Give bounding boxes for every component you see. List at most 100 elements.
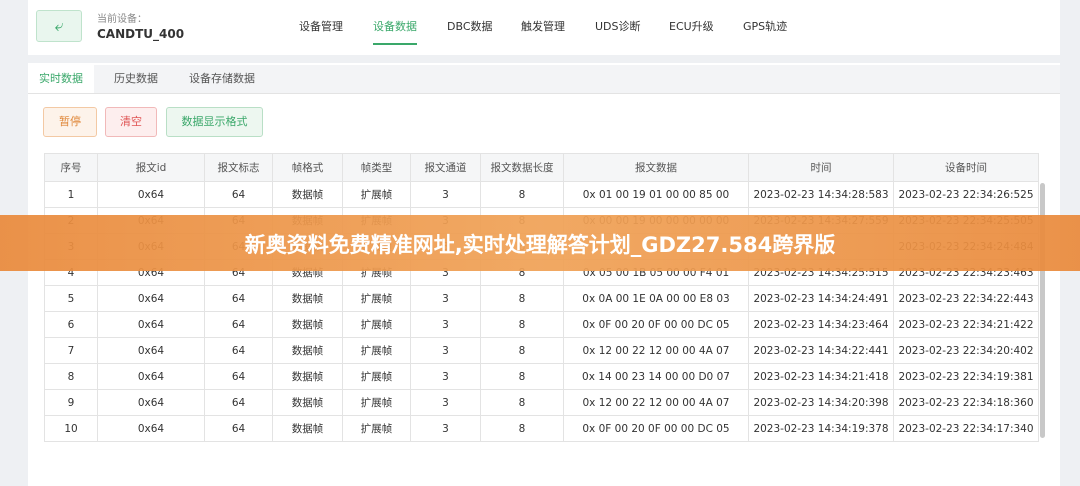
table-cell: 6: [45, 312, 98, 338]
table-cell: 数据帧: [273, 182, 343, 208]
table-cell: 7: [45, 338, 98, 364]
table-cell: 64: [205, 390, 273, 416]
table-cell: 数据帧: [273, 286, 343, 312]
table-cell: 0x64: [98, 338, 205, 364]
table-cell: 10: [45, 416, 98, 442]
table-cell: 3: [411, 390, 481, 416]
table-cell: 8: [481, 182, 564, 208]
table-cell: 3: [411, 416, 481, 442]
table-cell: 8: [481, 312, 564, 338]
table-cell: 扩展帧: [343, 286, 411, 312]
table-cell: 0x64: [98, 182, 205, 208]
table-cell: 4: [45, 260, 98, 286]
table-cell: 64: [205, 364, 273, 390]
table-cell: 2023-02-23 14:34:22:441: [749, 338, 894, 364]
table-cell: 扩展帧: [343, 416, 411, 442]
nav-tab[interactable]: 设备管理: [299, 20, 343, 33]
table-cell: 64: [205, 286, 273, 312]
nav-tab[interactable]: UDS诊断: [595, 20, 641, 33]
scrollbar[interactable]: [1040, 183, 1045, 438]
table-cell: 64: [205, 312, 273, 338]
table-row: 10 0x64 64 数据帧 扩展帧 3 8 0x 0F 00 20 0F 00 00 DC …: [45, 416, 1039, 442]
table-cell: 5: [45, 286, 98, 312]
table-cell: 2023-02-23 14:34:23:464: [749, 312, 894, 338]
table-cell: 0x 0A 00 1E 0A 00 00 E8 03: [564, 286, 749, 312]
table-row: 5 0x64 64 数据帧 扩展帧 3 8 0x 0A 00 1E 0A 00 00 E8 0…: [45, 286, 1039, 312]
table-cell: 扩展帧: [343, 312, 411, 338]
table-cell: 9: [45, 390, 98, 416]
device-name: CANDTU_400: [97, 27, 185, 41]
table-cell: 2023-02-23 14:34:20:398: [749, 390, 894, 416]
banner: [0, 215, 1080, 271]
column-header: 报文数据: [564, 154, 749, 182]
table-cell: 8: [45, 364, 98, 390]
device-label: 当前设备：: [97, 14, 147, 25]
table-cell: 数据帧: [273, 390, 343, 416]
table-cell: 3: [411, 338, 481, 364]
column-header: 帧格式: [273, 154, 343, 182]
column-header: 报文通道: [411, 154, 481, 182]
sub-tab[interactable]: 实时数据: [28, 65, 94, 93]
nav-tab[interactable]: 设备数据: [373, 18, 417, 45]
nav-tab[interactable]: 触发管理: [521, 20, 565, 33]
table-cell: 数据帧: [273, 312, 343, 338]
table-cell: 扩展帧: [343, 338, 411, 364]
table-cell: 2023-02-23 22:34:17:340: [894, 416, 1039, 442]
header-card: [28, 0, 1060, 55]
button[interactable]: 暂停: [43, 107, 97, 137]
table-cell: 2023-02-23 14:34:24:491: [749, 286, 894, 312]
table-cell: 数据帧: [273, 338, 343, 364]
table-cell: 数据帧: [273, 416, 343, 442]
table-cell: 8: [481, 416, 564, 442]
table-cell: 3: [411, 364, 481, 390]
data-table: 序号 报文id 报文标志 帧格式 帧类型 报文通道 报文数据长度 报文数据 时间 设备时间 1 0x6…: [44, 153, 1039, 442]
button[interactable]: 清空: [105, 107, 157, 137]
sub-tab[interactable]: 历史数据: [114, 72, 158, 85]
button[interactable]: 数据显示格式: [166, 107, 263, 137]
table-cell: 64: [205, 338, 273, 364]
table-cell: 2023-02-23 22:34:18:360: [894, 390, 1039, 416]
table-cell: 扩展帧: [343, 182, 411, 208]
table-cell: 数据帧: [273, 364, 343, 390]
table-cell: 8: [481, 338, 564, 364]
table-cell: 2023-02-23 22:34:19:381: [894, 364, 1039, 390]
table-cell: 2023-02-23 22:34:20:402: [894, 338, 1039, 364]
table-cell: 0x64: [98, 364, 205, 390]
nav-tab[interactable]: GPS轨迹: [743, 20, 788, 33]
back-button[interactable]: ⤶: [36, 10, 82, 42]
table-cell: 扩展帧: [343, 364, 411, 390]
table-cell: 2023-02-23 22:34:22:443: [894, 286, 1039, 312]
table-cell: 0x64: [98, 390, 205, 416]
column-header: 帧类型: [343, 154, 411, 182]
column-header: 报文数据长度: [481, 154, 564, 182]
table-cell: 2023-02-23 14:34:21:418: [749, 364, 894, 390]
table-cell: 1: [45, 182, 98, 208]
table-cell: 0x64: [98, 286, 205, 312]
table-header: 序号 报文id 报文标志 帧格式 帧类型 报文通道 报文数据长度 报文数据 时间 设备时间: [45, 154, 1039, 182]
table-cell: 0x 12 00 22 12 00 00 4A 07: [564, 338, 749, 364]
table-cell: 64: [205, 416, 273, 442]
column-header: 时间: [749, 154, 894, 182]
table-cell: 0x64: [98, 312, 205, 338]
table-row: 9 0x64 64 数据帧 扩展帧 3 8 0x 12 00 22 12 00 00 4A 0…: [45, 390, 1039, 416]
sub-tab[interactable]: 设备存储数据: [189, 72, 255, 85]
table-row: 6 0x64 64 数据帧 扩展帧 3 8 0x 0F 00 20 0F 00 00 DC 0…: [45, 312, 1039, 338]
table-cell: 2023-02-23 22:34:26:525: [894, 182, 1039, 208]
table-cell: 0x 0F 00 20 0F 00 00 DC 05: [564, 416, 749, 442]
table-cell: 2023-02-23 14:34:19:378: [749, 416, 894, 442]
table-cell: 8: [481, 390, 564, 416]
table-row: 8 0x64 64 数据帧 扩展帧 3 8 0x 14 00 23 14 00 00 D0 0…: [45, 364, 1039, 390]
table-cell: 0x 12 00 22 12 00 00 4A 07: [564, 390, 749, 416]
table-cell: 0x64: [98, 416, 205, 442]
table-cell: 8: [481, 364, 564, 390]
table-row: 1 0x64 64 数据帧 扩展帧 3 8 0x 01 00 19 01 00 00 85 0…: [45, 182, 1039, 208]
banner-text: 新奥资料免费精准网址,实时处理解答计划_GDZ27.584跨界版: [244, 233, 836, 257]
table-cell: 0x 0F 00 20 0F 00 00 DC 05: [564, 312, 749, 338]
sub-tab-bar: [28, 65, 1060, 94]
nav-tab[interactable]: ECU升级: [669, 20, 714, 33]
column-header: 报文标志: [205, 154, 273, 182]
table-cell: 3: [411, 312, 481, 338]
nav-tab[interactable]: DBC数据: [447, 20, 493, 33]
table-cell: 0x 01 00 19 01 00 00 85 00: [564, 182, 749, 208]
